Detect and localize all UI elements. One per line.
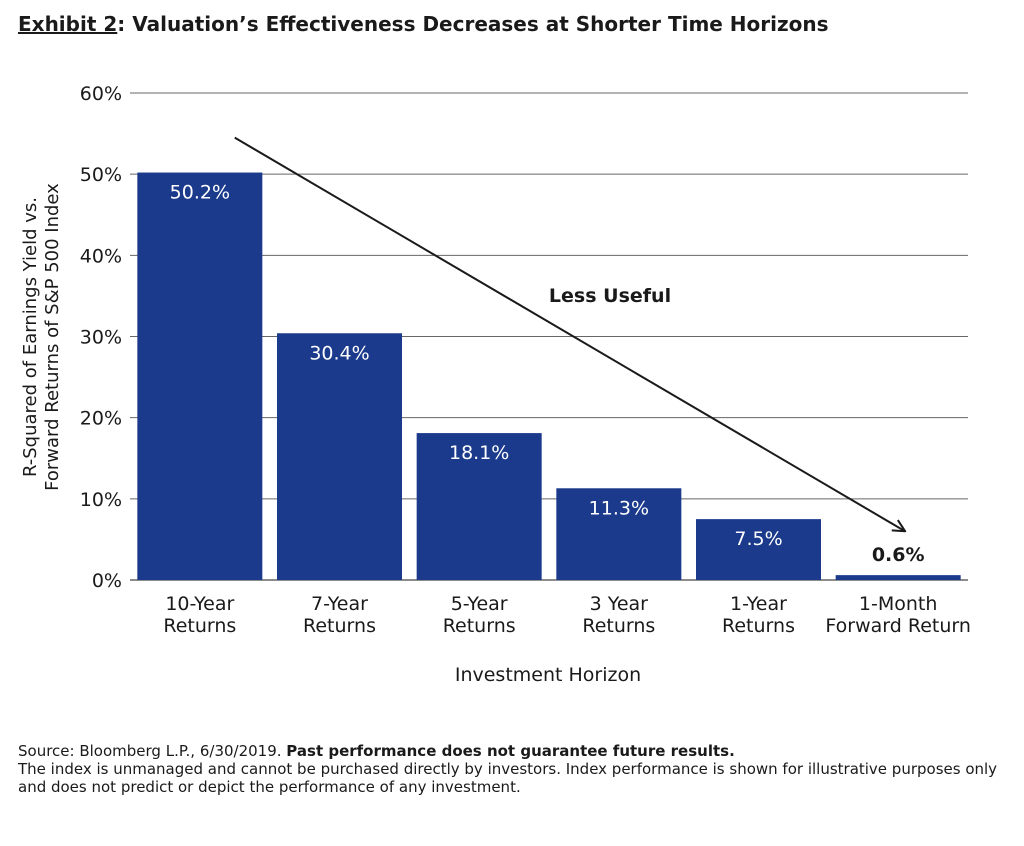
y-tick-label: 20% — [80, 408, 122, 430]
x-tick-label: Returns — [303, 615, 376, 637]
bar — [835, 575, 961, 580]
source-disclaimer: Past performance does not guarantee futu… — [286, 742, 735, 760]
x-tick-label: 1-Year — [730, 593, 787, 615]
y-tick-label: 10% — [80, 489, 122, 511]
y-tick-label: 30% — [80, 327, 122, 349]
chart-title: Exhibit 2: Valuation’s Effectiveness Dec… — [18, 12, 829, 36]
x-axis-title: Investment Horizon — [455, 664, 641, 686]
y-axis-title: R-Squared of Earnings Yield vs. — [20, 197, 41, 477]
x-tick-label: Returns — [582, 615, 655, 637]
y-tick-label: 60% — [80, 83, 122, 105]
bar — [416, 433, 542, 580]
x-tick-label: Returns — [443, 615, 516, 637]
chart-title-exhibit: Exhibit 2 — [18, 12, 118, 36]
source-body: The index is unmanaged and cannot be pur… — [18, 760, 998, 796]
y-axis-title: Forward Returns of S&P 500 Index — [42, 183, 63, 491]
bar — [276, 333, 403, 580]
x-tick-label: Forward Return — [825, 615, 971, 637]
x-tick-label: 1-Month — [859, 593, 938, 615]
bar-value-label: 30.4% — [309, 342, 369, 364]
y-tick-label: 0% — [92, 570, 122, 592]
bar-value-label: 11.3% — [589, 497, 649, 519]
chart-title-text: : Valuation’s Effectiveness Decreases at… — [117, 12, 829, 36]
bar-value-label: 0.6% — [872, 544, 925, 566]
x-tick-label: Returns — [722, 615, 795, 637]
trend-arrow — [234, 136, 905, 532]
source-prefix: Source: Bloomberg L.P., 6/30/2019. — [18, 742, 287, 760]
bar — [695, 519, 822, 580]
y-tick-label: 40% — [80, 245, 122, 267]
x-tick-label: 5-Year — [451, 593, 508, 615]
y-tick-label: 50% — [80, 164, 122, 186]
bar-value-label: 7.5% — [734, 528, 782, 550]
bar-value-label: 18.1% — [449, 442, 509, 464]
bar-chart: 0%10%20%30%40%50%60%50.2%10-YearReturns3… — [20, 83, 971, 686]
x-tick-label: 7-Year — [311, 593, 368, 615]
x-tick-label: Returns — [163, 615, 236, 637]
x-tick-label: 10-Year — [165, 593, 234, 615]
x-tick-label: 3 Year — [590, 593, 649, 615]
bar-value-label: 50.2% — [170, 182, 230, 204]
source-note: Source: Bloomberg L.P., 6/30/2019. Past … — [18, 742, 1008, 796]
bar — [137, 172, 263, 580]
annotation-less-useful: Less Useful — [549, 285, 671, 307]
bar — [556, 488, 682, 580]
